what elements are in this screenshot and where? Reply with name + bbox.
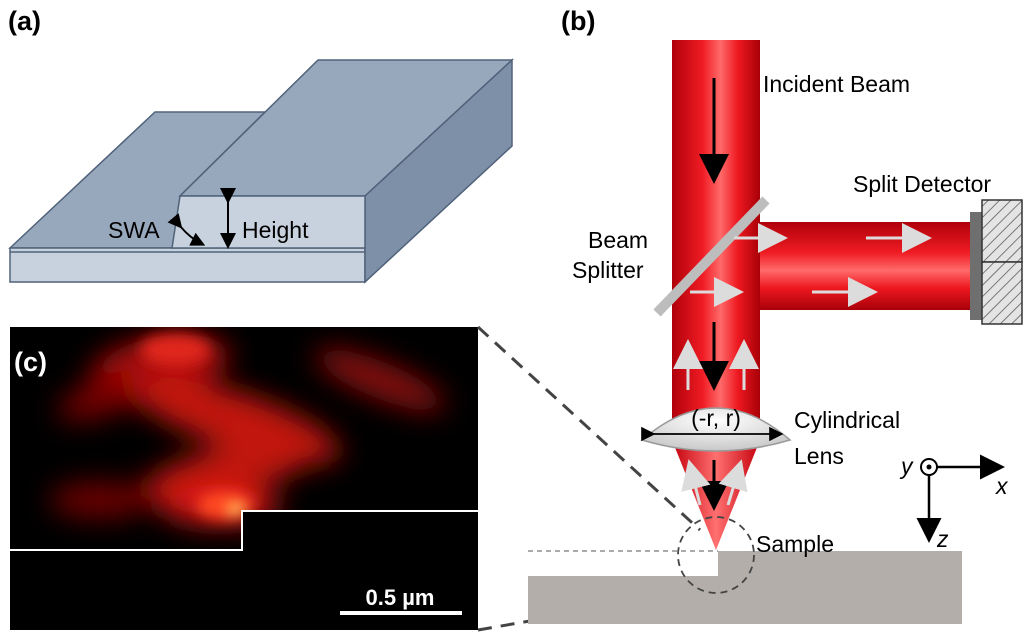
panel-a-label: (a) [8,6,41,36]
lens-coords-label: (-r, r) [691,405,741,431]
beam-splitter-label-line1: Beam [588,227,648,253]
panel-a: (a) SWA Height [8,6,514,284]
panel-b-label: (b) [561,6,595,36]
beam-splitter-label-line2: Splitter [572,257,644,283]
focus-zoom-circle [677,516,755,594]
beam-splitter-plate [653,196,770,317]
swa-angle-arc [167,213,206,246]
field-intensity-map [10,334,478,630]
cylindrical-lens-label-line1: Cylindrical [794,407,900,433]
swa-label: SWA [108,217,160,243]
axis-x-label: x [995,473,1009,499]
focused-beam-cone [672,440,760,550]
panel-c-label: (c) [14,347,47,377]
return-arrow-cone-left [681,459,711,506]
sample-step [528,551,962,624]
return-arrow-cone-right [718,459,748,506]
cylindrical-lens-label-line2: Lens [794,443,844,469]
substrate-region [10,550,478,630]
split-detector-label: Split Detector [853,171,991,197]
trench-block [8,58,514,284]
axis-y-label: y [899,453,914,479]
base-front-face [9,247,366,283]
height-label: Height [242,217,309,243]
detector-upper-half [981,199,1023,263]
block-side-face [364,58,513,284]
scale-bar-label: 0.5 µm [366,585,435,610]
panel-b: (b) (-r, r) [528,6,1023,624]
detector-lower-half [981,261,1023,325]
incident-beam [672,40,760,440]
axis-z-label: z [936,526,949,552]
zoom-line-top [476,325,702,532]
sample-label: Sample [756,531,834,557]
step-profile-line [10,510,478,551]
incident-beam-label: Incident Beam [763,71,910,97]
step-region [242,511,478,555]
detector-face [970,212,982,320]
panel-c: (c) 0.5 µm [10,327,478,630]
